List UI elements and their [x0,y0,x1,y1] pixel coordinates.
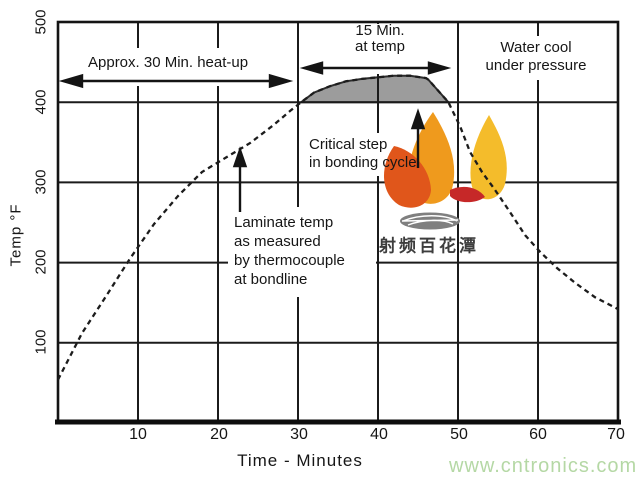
xtick-label-20: 20 [210,426,228,443]
xtick-label-40: 40 [370,426,388,443]
xtick-label-60: 60 [529,426,547,443]
annotation-critical-line2: in bonding cycle [309,154,417,171]
ytick-label-200: 200 [32,249,50,275]
y-axis-title: Temp °F [7,203,25,267]
annotation-heatup-line1: Approx. 30 Min. heat-up [88,54,249,71]
annotation-laminate-line4: at bondline [234,271,308,288]
flame-petal-yellow-icon [470,115,507,200]
annotation-heatup: Approx. 30 Min. heat-up [88,54,248,71]
xtick-label-70: 70 [607,426,625,443]
annotation-critical-line1: Critical step [309,136,388,153]
annotation-watercool-line2: under pressure [485,57,587,74]
annotation-attemp-line2: at temp [354,38,406,55]
annotation-laminate-line3: by thermocouple [234,252,345,269]
annotation-laminate-line1: Laminate temp [234,214,334,231]
ytick-label-100: 100 [32,329,50,355]
curve-layer [56,74,619,381]
xtick-label-30: 30 [290,426,308,443]
ytick-label-500: 500 [32,9,50,35]
watermark-url: www.cntronics.com [449,455,638,477]
logo-text: 射频百花潭 [379,236,479,256]
annotation-watercool-line1: Water cool [500,39,572,56]
xtick-label-10: 10 [129,426,147,443]
annotation-masks [62,24,600,297]
flame-petal-dark-icon [383,146,431,208]
annotation-arrows [58,61,452,212]
annotation-watercool: Water cool under pressure [486,39,587,75]
leaf-veins [401,215,459,226]
grid-layer [58,22,619,422]
laminate-temp-curve [56,74,619,381]
ytick-label-300: 300 [32,169,50,195]
annotation-attemp-line1: 15 Min. [355,22,405,39]
x-axis-title: Time - Minutes [237,451,363,470]
flame-swoosh-red-icon [450,186,485,203]
xtick-label-50: 50 [450,426,468,443]
annotation-laminate-line2: as measured [234,233,321,250]
rf-baihuatan-logo [383,112,507,230]
annotation-critical-step: Critical step in bonding cycle [309,136,417,172]
annotation-attemp: 15 Min. at temp [355,23,405,55]
ytick-label-400: 400 [32,89,50,115]
annotation-laminate-temp: Laminate temp as measured by thermocoupl… [234,213,345,289]
